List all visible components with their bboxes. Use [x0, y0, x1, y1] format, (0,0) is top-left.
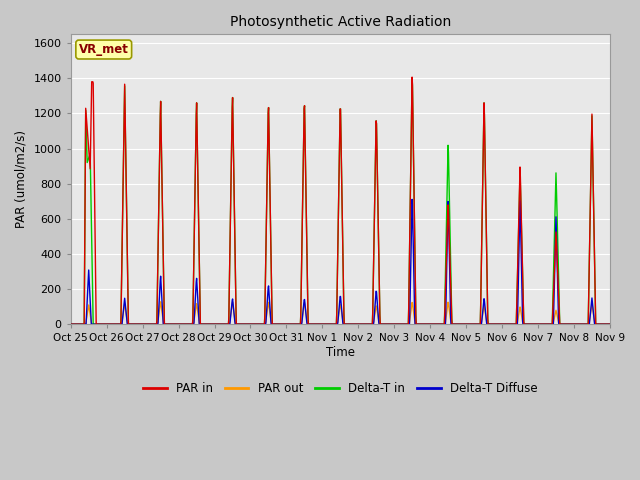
Y-axis label: PAR (umol/m2/s): PAR (umol/m2/s) [15, 130, 28, 228]
Legend: PAR in, PAR out, Delta-T in, Delta-T Diffuse: PAR in, PAR out, Delta-T in, Delta-T Dif… [138, 377, 542, 399]
X-axis label: Time: Time [326, 346, 355, 359]
Text: VR_met: VR_met [79, 43, 129, 56]
Title: Photosynthetic Active Radiation: Photosynthetic Active Radiation [230, 15, 451, 29]
